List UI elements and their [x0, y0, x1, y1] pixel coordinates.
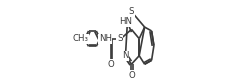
Text: S: S [128, 7, 134, 16]
Text: O: O [107, 60, 113, 69]
Text: N: N [122, 51, 128, 60]
Text: S: S [116, 34, 122, 43]
Text: CH₃: CH₃ [72, 34, 88, 43]
Text: O: O [128, 71, 134, 80]
Text: HN: HN [119, 17, 132, 26]
Text: NH: NH [98, 34, 111, 43]
